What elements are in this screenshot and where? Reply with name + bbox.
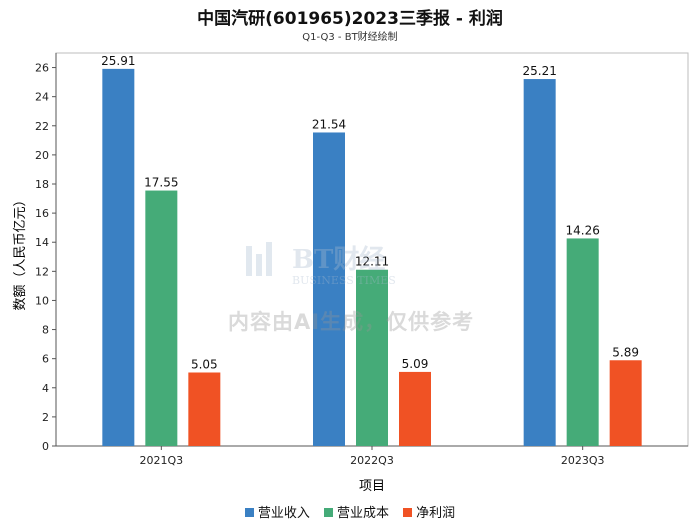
legend-label-net-profit: 净利润: [416, 506, 456, 521]
legend-item-cost: 营业成本: [323, 502, 389, 521]
y-tick-label: 22: [35, 120, 49, 133]
watermark-logo-main: BT财经: [292, 244, 385, 275]
y-tick-label: 0: [42, 440, 49, 453]
x-axis-label: 项目: [359, 479, 385, 494]
y-tick-label: 20: [35, 149, 49, 162]
watermark-logo-sub: BUSINESS TIMES: [292, 274, 396, 287]
y-tick-label: 4: [42, 382, 49, 395]
y-tick-label: 26: [35, 62, 49, 75]
bar-net-profit-2023Q3: [609, 360, 642, 446]
bar-revenue-2022Q3: [313, 132, 345, 446]
legend-item-net-profit: 净利润: [403, 502, 455, 521]
y-tick-label: 12: [35, 265, 49, 278]
y-tick-label: 10: [35, 294, 49, 307]
legend-swatch-cost: [323, 508, 333, 517]
bar-cost-2023Q3: [566, 238, 599, 446]
data-label-net-profit-2022Q3: 5.09: [402, 357, 429, 371]
y-tick-label: 24: [35, 91, 49, 104]
y-tick-label: 18: [35, 178, 49, 191]
data-label-cost-2021Q3: 17.55: [144, 176, 178, 190]
legend-item-revenue: 营业收入: [244, 502, 310, 521]
data-labels: 25.91 17.55 5.05 21.54 12.11 5.09 25.21 14.26 5.…: [101, 54, 639, 372]
bar-net-profit-2022Q3: [399, 371, 431, 446]
data-label-revenue-2022Q3: 21.54: [312, 117, 346, 131]
data-label-cost-2022Q3: 12.11: [355, 255, 389, 269]
data-label-net-profit-2023Q3: 5.89: [612, 345, 639, 359]
bar-revenue-2021Q3: [102, 68, 135, 447]
x-tick-label: 2022Q3: [350, 454, 394, 467]
chart-subtitle: Q1-Q3 - BT财经绘制: [302, 32, 398, 43]
data-label-revenue-2023Q3: 25.21: [522, 64, 556, 78]
y-axis-label: 数额（人民币亿元）: [13, 193, 28, 310]
y-tick-label: 2: [42, 411, 49, 424]
bar-revenue-2023Q3: [523, 79, 556, 446]
legend: 营业收入 营业成本 净利润: [0, 502, 700, 521]
y-tick-label: 6: [42, 353, 49, 366]
data-label-net-profit-2021Q3: 5.05: [191, 357, 218, 371]
watermark-text: 内容由AI生成，仅供参考: [228, 310, 475, 334]
watermark-logo: BT财经 BUSINESS TIMES: [246, 242, 396, 287]
x-tick-label: 2021Q3: [140, 454, 184, 467]
bar-cost-2021Q3: [145, 190, 178, 446]
bars: [102, 68, 642, 447]
watermark-logo-icon: [246, 242, 272, 276]
y-tick-label: 16: [35, 207, 49, 220]
chart-title: 中国汽研(601965)2023三季报 - 利润: [197, 9, 503, 29]
data-label-cost-2023Q3: 14.26: [565, 223, 599, 237]
y-tick-label: 14: [35, 236, 49, 249]
legend-label-cost: 营业成本: [336, 506, 389, 521]
y-tick-label: 8: [42, 324, 49, 337]
legend-label-revenue: 营业收入: [257, 506, 310, 521]
legend-swatch-revenue: [244, 508, 254, 517]
data-label-revenue-2021Q3: 25.91: [101, 54, 135, 68]
bar-cost-2022Q3: [356, 269, 388, 446]
legend-swatch-net-profit: [403, 508, 413, 517]
x-tick-label: 2023Q3: [561, 454, 605, 467]
bar-net-profit-2021Q3: [188, 372, 221, 446]
